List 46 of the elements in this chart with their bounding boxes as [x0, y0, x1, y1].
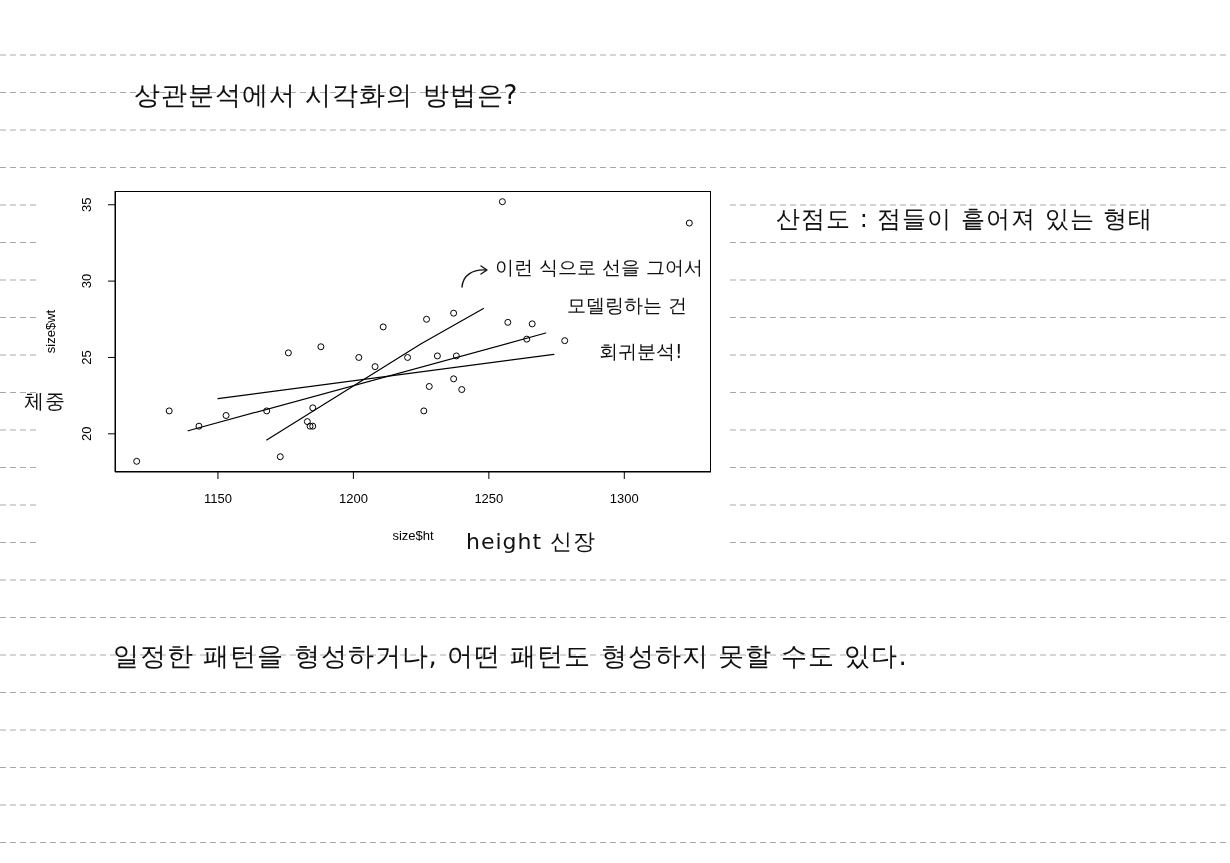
point [561, 337, 569, 345]
chart-title: 상관분석에서 시각화의 방법은? [134, 80, 519, 110]
point [355, 353, 363, 361]
point [309, 404, 317, 412]
point [528, 320, 536, 328]
text: 산점도 : 점들이 흩어져 있는 형태 [776, 205, 1154, 233]
point [195, 422, 203, 430]
point [425, 382, 433, 390]
y-tick-label: 25 [79, 350, 95, 365]
point [450, 375, 458, 383]
x-tick-label: 1250 [474, 490, 504, 506]
point [263, 407, 271, 415]
point [420, 407, 428, 415]
point [276, 453, 284, 461]
point [504, 318, 512, 326]
point [423, 315, 431, 323]
point [284, 349, 292, 357]
point [306, 422, 314, 430]
point [133, 457, 141, 465]
y-tick-label: 20 [79, 426, 95, 442]
y-tick-label: 35 [79, 197, 95, 212]
point [523, 335, 531, 343]
point [498, 198, 506, 206]
x-tick-label: 1200 [338, 490, 368, 506]
point [452, 352, 460, 360]
x-tick-label: 1150 [203, 490, 232, 506]
point [317, 343, 325, 351]
x-axis-title: size$ht [392, 528, 434, 543]
point [433, 352, 441, 360]
point [303, 418, 311, 426]
point [309, 422, 317, 430]
y-tick-label: 30 [79, 273, 95, 289]
point [165, 407, 173, 415]
point [458, 386, 466, 394]
text: 체중 [24, 389, 66, 413]
point [371, 363, 379, 371]
text: 이런 식으로 선을 그어서 모델링하는 건 회귀분석! [495, 256, 704, 362]
point [404, 353, 412, 361]
text: 일정한 패턴을 형성하거나, 어떤 패턴도 형성하지 못할 수도 있다. [113, 641, 908, 671]
y-axis-title: size$wt [42, 309, 58, 354]
point [450, 309, 458, 317]
point [222, 412, 230, 419]
x-tick-label: 1300 [609, 490, 639, 506]
point [379, 323, 387, 331]
text: height 신장 [466, 529, 597, 554]
point [685, 219, 693, 227]
